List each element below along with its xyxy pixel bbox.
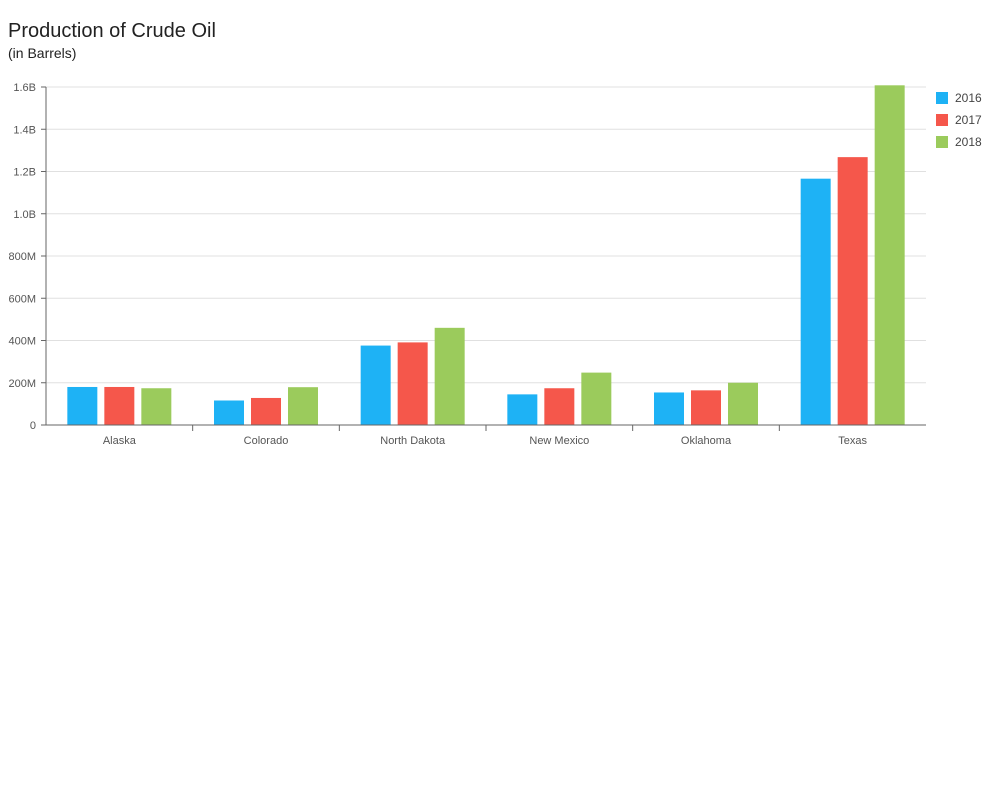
y-tick-label: 1.0B: [13, 209, 36, 221]
x-tick-label: Oklahoma: [681, 435, 732, 447]
chart-title: Production of Crude Oil: [8, 20, 216, 42]
y-tick-label: 1.6B: [13, 82, 36, 94]
bar-2016-alaska: [67, 386, 98, 425]
bar-2017-alaska: [104, 386, 135, 425]
legend: 2016 2017 2018: [936, 91, 982, 149]
bar-2018-new-mexico: [581, 372, 612, 425]
bar-2018-north-dakota: [434, 327, 465, 425]
legend-swatch-2017: [936, 114, 948, 126]
bar-2018-texas: [874, 85, 905, 425]
legend-swatch-2018: [936, 136, 948, 148]
y-tick-label: 1.2B: [13, 167, 36, 179]
bars: [67, 85, 905, 425]
bar-2017-oklahoma: [691, 390, 721, 425]
legend-label-2016: 2016: [955, 91, 982, 105]
x-tick-label: North Dakota: [380, 435, 446, 447]
bar-2018-oklahoma: [728, 382, 758, 425]
y-tick-labels: 0 200M 400M 600M 800M 1.0B 1.2B 1.4B 1.6B: [8, 82, 36, 432]
bar-2017-colorado: [251, 397, 281, 425]
legend-swatch-2016: [936, 92, 948, 104]
y-tick-label: 600M: [8, 293, 36, 305]
y-tick-label: 400M: [8, 336, 36, 348]
y-tick-label: 0: [30, 420, 36, 432]
legend-label-2018: 2018: [955, 135, 982, 149]
bar-2016-new-mexico: [507, 394, 538, 425]
x-tick-label: Colorado: [244, 435, 289, 447]
x-tick-label: New Mexico: [529, 435, 589, 447]
bar-2016-colorado: [214, 400, 244, 425]
gridlines: [46, 86, 926, 384]
bar-2016-north-dakota: [360, 345, 391, 425]
chart-subtitle: (in Barrels): [8, 45, 77, 61]
bar-2017-texas: [837, 157, 868, 425]
x-tick-label: Texas: [838, 435, 867, 447]
bar-2016-texas: [800, 178, 831, 425]
legend-label-2017: 2017: [955, 113, 982, 127]
bar-2017-north-dakota: [397, 342, 428, 425]
bar-2017-new-mexico: [544, 388, 575, 425]
y-tick-label: 200M: [8, 378, 36, 390]
bar-2018-colorado: [288, 387, 318, 425]
x-tick-label: Alaska: [103, 435, 137, 447]
y-tick-label: 800M: [8, 251, 36, 263]
axes: [41, 86, 926, 431]
x-tick-labels: Alaska Colorado North Dakota New Mexico Okla…: [103, 435, 868, 447]
bar-2018-alaska: [141, 388, 172, 425]
y-tick-label: 1.4B: [13, 124, 36, 136]
bar-2016-oklahoma: [654, 392, 684, 425]
